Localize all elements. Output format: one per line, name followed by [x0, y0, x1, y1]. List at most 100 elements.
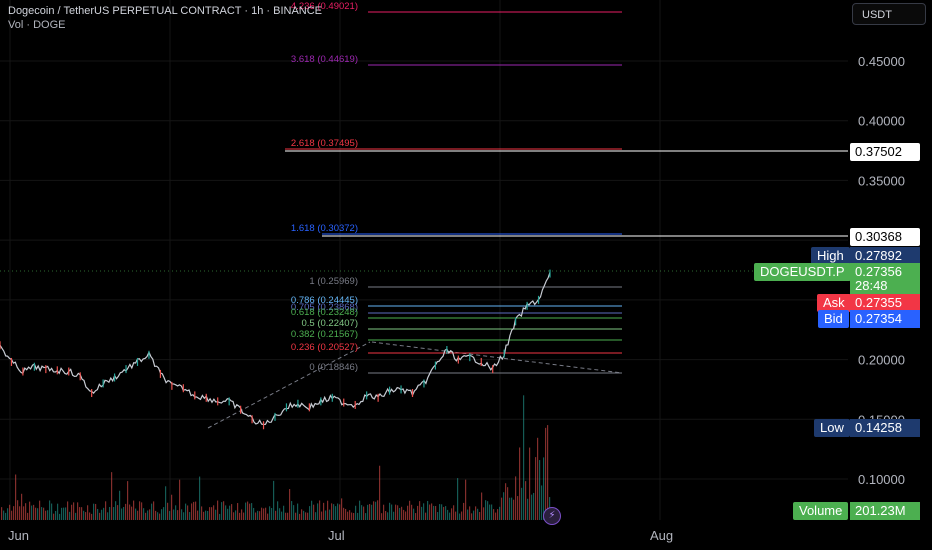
- volume-bar: [241, 509, 243, 520]
- price-axis-label: 0.40000: [858, 114, 905, 129]
- volume-bar: [485, 500, 487, 520]
- volume-bar: [45, 510, 47, 520]
- volume-bar: [305, 512, 307, 520]
- price-axis-label: 0.45000: [858, 54, 905, 69]
- volume-bar: [307, 512, 309, 520]
- volume-bar: [267, 513, 269, 520]
- volume-bar: [491, 504, 493, 520]
- volume-bar: [199, 476, 201, 520]
- volume-bar: [493, 509, 495, 520]
- volume-bar: [69, 511, 71, 520]
- volume-bar: [237, 503, 239, 520]
- volume-bar: [475, 506, 477, 520]
- price-axis-label: 0.10000: [858, 472, 905, 487]
- volume-bar: [323, 502, 325, 520]
- volume-bar: [327, 500, 329, 520]
- volume-bar: [3, 510, 5, 520]
- volume-bar: [539, 460, 541, 520]
- volume-bar: [527, 498, 529, 520]
- volume-bar: [85, 512, 87, 520]
- volume-bar: [181, 509, 183, 520]
- volume-bar: [319, 500, 321, 520]
- volume-bar: [543, 457, 545, 520]
- volume-bar: [417, 505, 419, 520]
- volume-bar: [99, 512, 101, 520]
- volume-bar: [331, 503, 333, 520]
- volume-bar: [141, 502, 143, 520]
- volume-bar: [263, 508, 265, 520]
- volume-bar: [501, 497, 503, 520]
- volume-bar: [65, 507, 67, 520]
- volume-bar: [207, 510, 209, 520]
- volume-bar: [547, 425, 549, 520]
- volume-bar: [79, 507, 81, 520]
- volume-bar: [341, 498, 343, 520]
- volume-bar: [311, 500, 313, 520]
- volume-bar: [295, 512, 297, 520]
- fib-level-label: 1.618 (0.30372): [291, 223, 358, 234]
- volume-bar: [233, 512, 235, 520]
- volume-bar: [11, 510, 13, 520]
- volume-bar: [103, 507, 105, 520]
- volume-bar: [431, 503, 433, 520]
- volume-bar: [297, 503, 299, 520]
- fib-level-label: 0.786 (0.24445): [291, 295, 358, 306]
- volume-bar: [149, 509, 151, 520]
- volume-bar: [77, 502, 79, 520]
- volume-bar: [395, 504, 397, 520]
- volume-bar: [451, 508, 453, 520]
- volume-bar: [275, 510, 277, 520]
- volume-bar: [315, 512, 317, 520]
- currency-button[interactable]: USDT: [852, 3, 926, 25]
- volume-bar: [185, 503, 187, 520]
- volume-bar: [321, 511, 323, 520]
- volume-bar: [167, 502, 169, 520]
- volume-bar: [131, 506, 133, 520]
- volume-bar: [453, 505, 455, 520]
- symbol-title[interactable]: Dogecoin / TetherUS PERPETUAL CONTRACT ·…: [8, 5, 323, 17]
- bar-countdown: 28:48: [850, 277, 920, 295]
- volume-bar: [299, 513, 301, 520]
- volume-bar: [253, 507, 255, 520]
- volume-bar: [473, 510, 475, 520]
- volume-bar: [27, 512, 29, 520]
- volume-bar: [259, 511, 261, 520]
- volume-bar: [239, 512, 241, 520]
- price-tag-level-2: 0.30368: [850, 228, 920, 246]
- volume-bar: [279, 508, 281, 520]
- volume-bar: [435, 506, 437, 520]
- volume-bar: [421, 506, 423, 520]
- volume-bar: [183, 512, 185, 520]
- volume-bar: [61, 507, 63, 520]
- volume-bar: [115, 501, 117, 520]
- volume-bar: [151, 503, 153, 520]
- volume-bar: [537, 437, 539, 520]
- volume-bar: [497, 509, 499, 520]
- volume-bar: [169, 511, 171, 520]
- volume-bar: [251, 503, 253, 520]
- volume-bar: [409, 500, 411, 520]
- volume-bar: [281, 511, 283, 520]
- volume-bar: [175, 505, 177, 520]
- volume-indicator-label[interactable]: Vol · DOGE: [8, 19, 66, 31]
- volume-bar: [325, 510, 327, 520]
- volume-bar: [459, 513, 461, 520]
- volume-bar: [105, 501, 107, 520]
- volume-bar: [187, 505, 189, 520]
- volume-bar: [29, 501, 31, 520]
- fib-level-label: 1 (0.25969): [309, 276, 358, 287]
- volume-bar: [401, 506, 403, 520]
- flash-icon[interactable]: ⚡: [543, 507, 561, 525]
- volume-bar: [19, 506, 21, 520]
- volume-bar: [165, 486, 167, 520]
- low-value: 0.14258: [850, 419, 920, 437]
- fib-level-label: 0 (0.18846): [309, 362, 358, 373]
- volume-bar: [107, 512, 109, 520]
- volume-bar: [59, 513, 61, 520]
- volume-bar: [163, 507, 165, 520]
- volume-bar: [201, 506, 203, 520]
- volume-bar: [309, 506, 311, 520]
- volume-bar: [455, 511, 457, 520]
- trend-line-up: [207, 341, 371, 429]
- volume-bar: [345, 508, 347, 520]
